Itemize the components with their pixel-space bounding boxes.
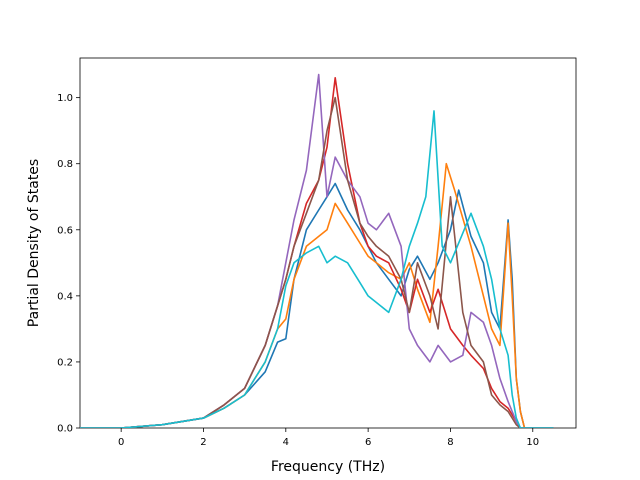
series-layer bbox=[80, 73, 554, 428]
x-tick-label: 2 bbox=[200, 437, 206, 448]
y-axis-ticks: 0.0 0.2 0.4 0.6 0.8 1.0 bbox=[57, 93, 80, 435]
y-tick-label: 1.0 bbox=[57, 93, 73, 104]
x-tick-label: 0 bbox=[118, 437, 124, 448]
x-tick-label: 10 bbox=[526, 437, 539, 448]
y-tick-label: 0.4 bbox=[57, 291, 73, 302]
plot-area bbox=[79, 57, 577, 429]
series-line-3 bbox=[80, 77, 554, 428]
y-tick-label: 0.8 bbox=[57, 159, 73, 170]
x-tick-label: 8 bbox=[447, 437, 453, 448]
y-axis-title: Partial Density of States bbox=[26, 159, 42, 327]
x-axis-title: Frequency (THz) bbox=[271, 459, 385, 475]
y-tick-label: 0.6 bbox=[57, 225, 73, 236]
series-line-2 bbox=[80, 162, 554, 428]
y-tick-label: 0.2 bbox=[57, 357, 73, 368]
series-line-4 bbox=[80, 73, 554, 428]
series-line-6 bbox=[80, 110, 554, 428]
x-tick-label: 6 bbox=[365, 437, 371, 448]
x-tick-label: 4 bbox=[283, 437, 289, 448]
axes-frame bbox=[79, 57, 577, 429]
y-tick-label: 0.0 bbox=[57, 424, 73, 435]
series-line-5 bbox=[80, 96, 554, 428]
series-line-1 bbox=[80, 182, 554, 428]
x-axis-ticks: 0 2 4 6 8 10 bbox=[118, 428, 539, 448]
